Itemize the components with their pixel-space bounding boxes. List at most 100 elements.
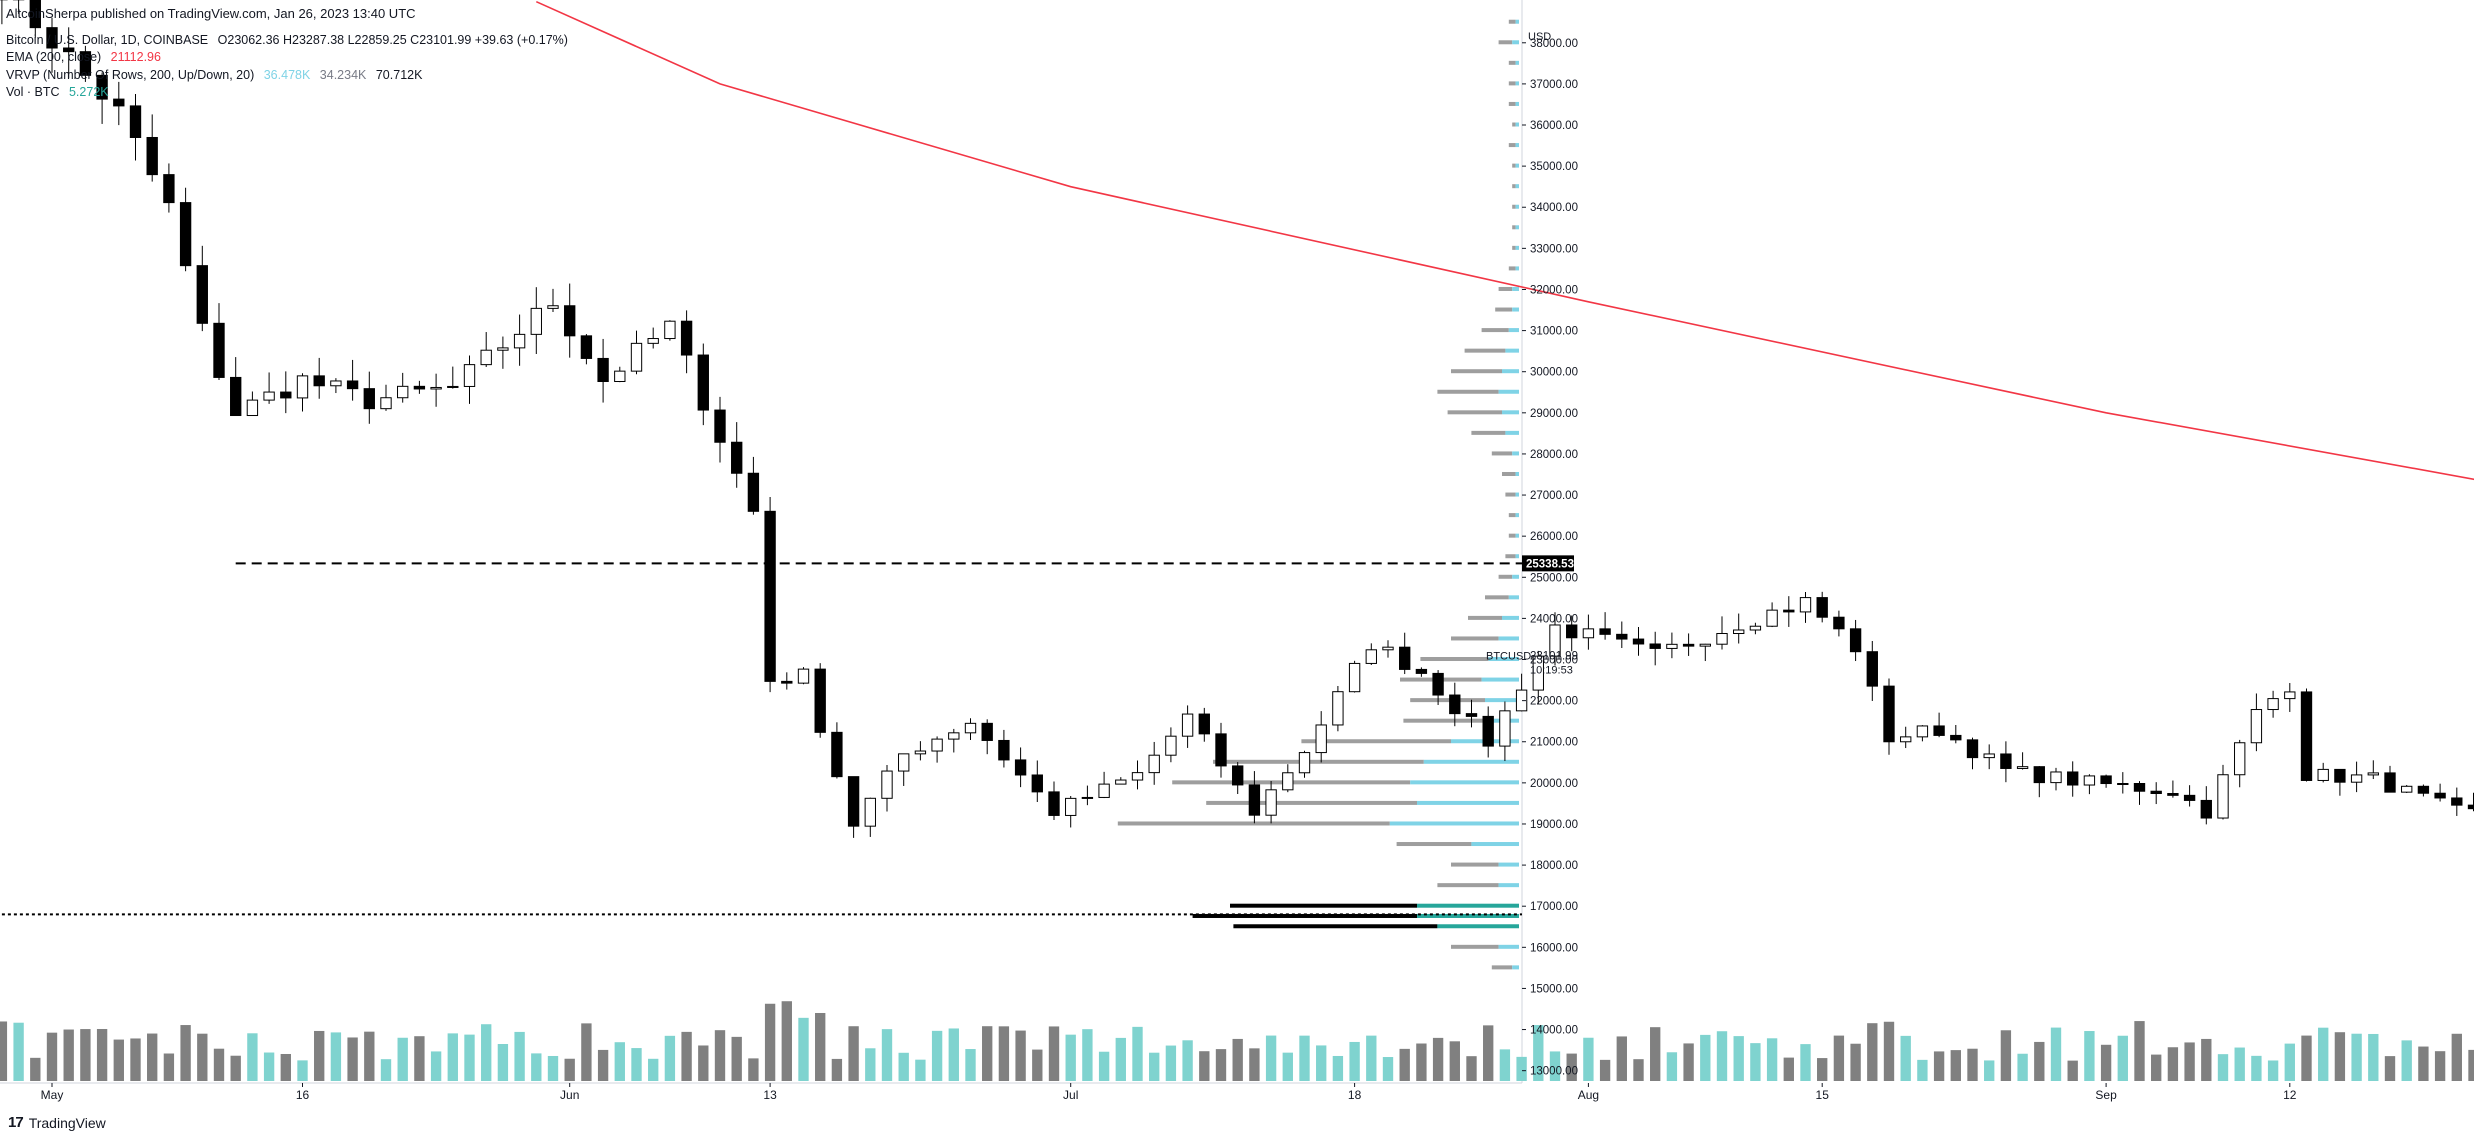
volume-bar [831,1058,843,1081]
volume-bar [1416,1043,1427,1081]
candle-body [2300,691,2313,781]
vp-down-row [1512,163,1516,168]
volume-bar [280,1053,291,1081]
vp-up-row [1498,944,1519,949]
vp-up-row [1515,533,1519,538]
vrvp-legend: VRVP (Number Of Rows, 200, Up/Down, 20) … [6,68,428,82]
volume-bar [547,1055,559,1081]
vp-down-row [1451,369,1502,374]
volume-bar [481,1024,492,1081]
volume-bar [1349,1041,1360,1081]
candle-body [380,397,392,410]
volume-bar [1650,1027,1661,1081]
volume-bar [213,1048,225,1081]
volume-bars [0,1001,2474,1081]
volume-bar [764,1003,776,1081]
candle-body [1983,753,1995,759]
volume-bar [681,1031,692,1081]
volume-bar [2217,1054,2229,1081]
volume-bar [1766,1038,1778,1081]
vp-up-row [1508,328,1519,333]
tradingview-footer[interactable]: 17 TradingView [8,1114,106,1131]
symbol-name[interactable]: Bitcoin / U.S. Dollar, 1D, COINBASE [6,33,209,47]
volume-bar [1716,1031,1728,1081]
vp-down-row [1498,286,1513,291]
volume-bar [748,1058,759,1081]
volume-bar [781,1001,792,1081]
ema-label[interactable]: EMA (200, close) [6,50,102,64]
candle-body [1733,629,1745,635]
volume-label[interactable]: Vol · BTC [6,85,60,99]
vp-up-row [1515,184,1519,189]
volume-bar [2017,1053,2028,1081]
volume-bar [1833,1035,1845,1081]
candle-body [313,375,325,387]
vp-up-row [1515,143,1519,148]
volume-bar [1132,1026,1143,1081]
candle-body [129,105,142,138]
price-tick-label: 30000.00 [1530,367,1578,379]
volume-bar [698,1045,709,1081]
volume-bar [2284,1043,2295,1081]
candle-body [513,333,526,349]
volume-bar [430,1051,442,1081]
volume-bar [364,1031,375,1081]
volume-bar [330,1032,342,1081]
candle-body [1098,783,1110,798]
vp-down-row [1230,903,1417,908]
price-tick-label: 16000.00 [1530,942,1578,954]
volume-bar [1750,1043,1761,1081]
candle-body [1499,710,1511,747]
vp-down-row [1301,739,1451,744]
vp-up-row [1515,245,1519,250]
candle-body [346,380,359,390]
candle-body [847,776,860,827]
vp-up-row [1417,903,1519,908]
vp-up-row [1515,19,1519,24]
price-tick-label: 27000.00 [1530,490,1578,502]
volume-bar [1382,1057,1394,1081]
volume-bar [2418,1046,2429,1081]
volume-bar [1165,1045,1177,1081]
vp-down-row [1192,913,1417,918]
candle-body [2083,775,2096,786]
candle-body [2183,794,2196,801]
time-tick-label: 13 [763,1088,777,1102]
volume-bar [180,1025,191,1081]
vrvp-label[interactable]: VRVP (Number Of Rows, 200, Up/Down, 20) [6,68,255,82]
price-tick-label: 28000.00 [1530,449,1578,461]
candle-body [764,510,776,682]
candle-body [2284,691,2296,700]
vp-down-row [1512,184,1516,189]
candle-body [1282,772,1294,791]
ema-value: 21112.96 [110,50,161,64]
countdown-label: 10:19:53 [1530,664,1573,676]
vp-up-row [1437,924,1519,929]
volume-bar [998,1026,1010,1081]
candle-body [2334,768,2346,783]
volume-bar [2000,1030,2012,1081]
volume-bar [1783,1057,1794,1081]
volume-bar [1399,1048,1410,1081]
candle-body [430,386,442,390]
volume-bar [1332,1055,1344,1081]
candle-body [1131,772,1144,781]
candle-body [2133,783,2146,792]
time-axis[interactable]: May16Jun13Jul18Aug15Sep12Oct17Nov14Dec12… [41,1083,2474,1102]
volume-bar [1533,1025,1544,1081]
volume-bar [898,1052,909,1081]
candle-body [831,731,843,778]
candle-body [1215,733,1227,767]
volume-bar [497,1044,509,1081]
candle-body [1582,628,1595,639]
candle-body [196,265,208,324]
volume-bar [982,1026,993,1081]
volume-bar [931,1030,943,1081]
candle-body [714,409,726,443]
candle-body [948,732,960,740]
volume-bar [30,1057,41,1081]
candle-body [1081,796,1094,799]
volume-bar [1583,1037,1594,1081]
